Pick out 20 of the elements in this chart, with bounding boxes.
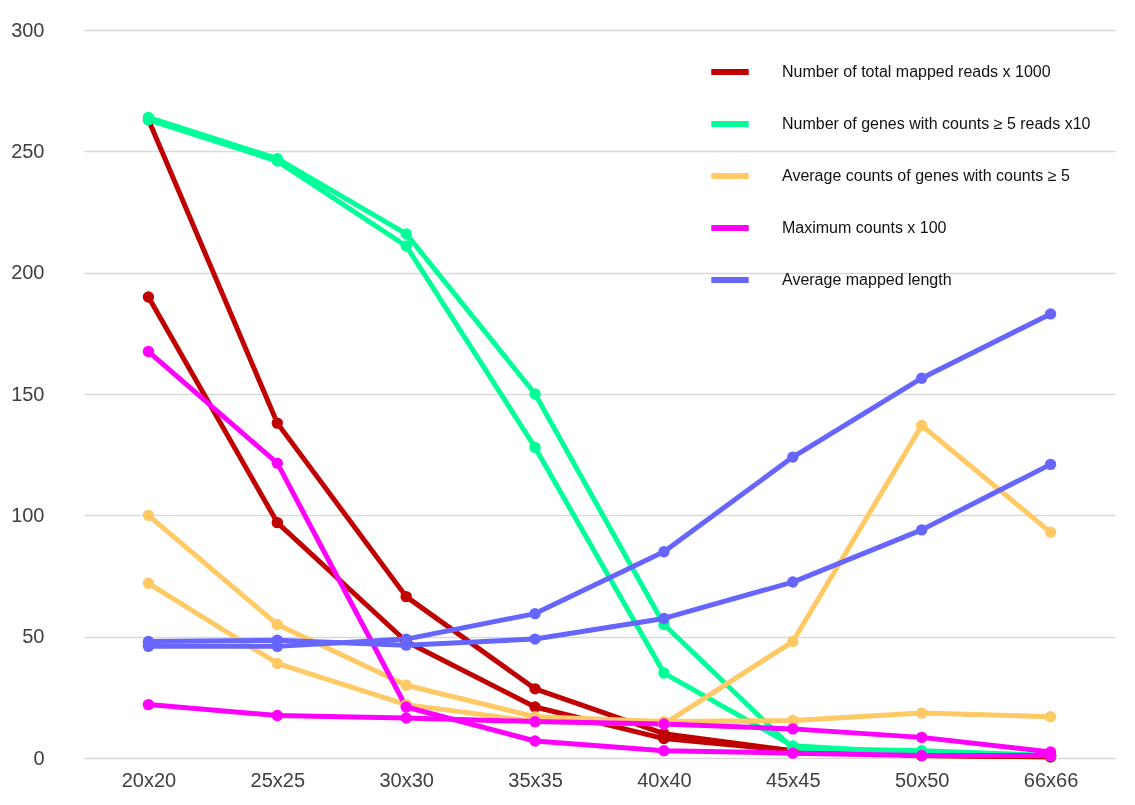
- x-tick-label: 30x30: [379, 768, 434, 791]
- y-tick-label: 200: [11, 261, 45, 284]
- legend-label: Number of total mapped reads x 1000: [782, 63, 1051, 80]
- x-tick-label: 40x40: [637, 768, 692, 791]
- x-tick-label: 20x20: [121, 768, 177, 791]
- y-tick-label: 50: [22, 625, 45, 648]
- x-tick-label: 35x35: [508, 768, 563, 791]
- legend-label: Average mapped length: [782, 271, 952, 288]
- x-tick-label: 25x25: [250, 768, 306, 791]
- y-tick-label: 0: [33, 746, 45, 769]
- y-tick-label: 100: [11, 503, 45, 526]
- x-tick-label: 50x50: [894, 768, 950, 791]
- y-tick-label: 250: [11, 139, 45, 162]
- y-tick-label: 150: [11, 382, 45, 405]
- legend-label: Maximum counts x 100: [782, 219, 947, 236]
- x-tick-label: 45x45: [766, 768, 821, 791]
- x-tick-label: 66x66: [1023, 768, 1079, 791]
- legend-label: Number of genes with counts ≥ 5 reads x10: [782, 115, 1091, 132]
- legend-label: Average counts of genes with counts ≥ 5: [782, 167, 1070, 184]
- y-tick-label: 300: [11, 18, 45, 41]
